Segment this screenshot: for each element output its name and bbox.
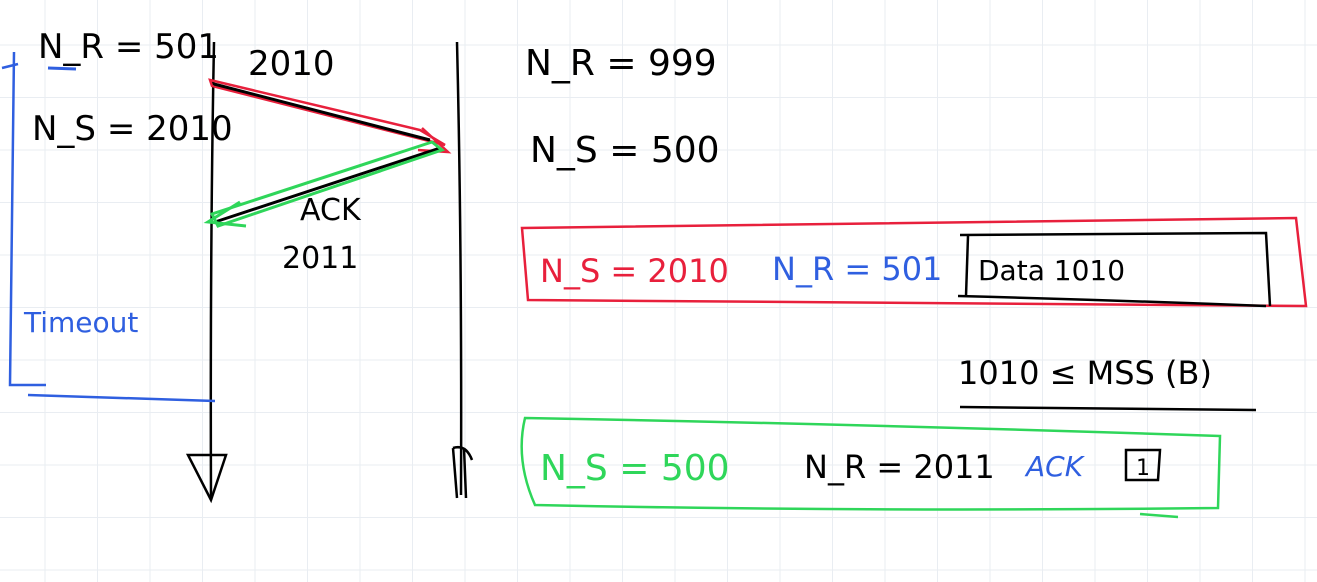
ack-flag-box: 1 xyxy=(1124,448,1162,482)
mss-underline xyxy=(959,405,1257,412)
green-box-ns: N_S = 500 xyxy=(540,448,730,489)
ack-segment-arrow xyxy=(203,140,446,228)
data-segment-box xyxy=(520,216,1308,308)
sender-timeline xyxy=(185,41,228,504)
ack-segment-box xyxy=(520,416,1222,519)
timeout-label: Timeout xyxy=(23,306,138,339)
sender-ns-label: N_S = 2010 xyxy=(32,109,233,149)
ack-label: ACK xyxy=(300,193,362,228)
red-box-data: Data 1010 xyxy=(978,254,1125,287)
svg-text:1: 1 xyxy=(1136,456,1150,481)
receiver-nr-label: N_R = 999 xyxy=(525,43,717,84)
red-box-ns: N_S = 2010 xyxy=(540,252,729,290)
timeout-bracket xyxy=(1,51,216,403)
data-segment-arrow xyxy=(208,78,452,154)
receiver-timeline xyxy=(451,41,474,499)
sender-nr-label: N_R = 501 xyxy=(38,27,219,67)
segment-seq-label: 2010 xyxy=(248,44,335,84)
green-box-ack: ACK xyxy=(1024,450,1086,483)
green-box-nr: N_R = 2011 xyxy=(804,448,995,486)
ack-number-label: 2011 xyxy=(282,241,358,276)
sender-timeline-arrowhead xyxy=(185,453,228,504)
receiver-ns-label: N_S = 500 xyxy=(530,130,720,171)
red-box-nr: N_R = 501 xyxy=(772,250,942,288)
mss-note: 1010 ≤ MSS (B) xyxy=(958,354,1212,392)
receiver-timeline-end-mark xyxy=(451,446,474,499)
